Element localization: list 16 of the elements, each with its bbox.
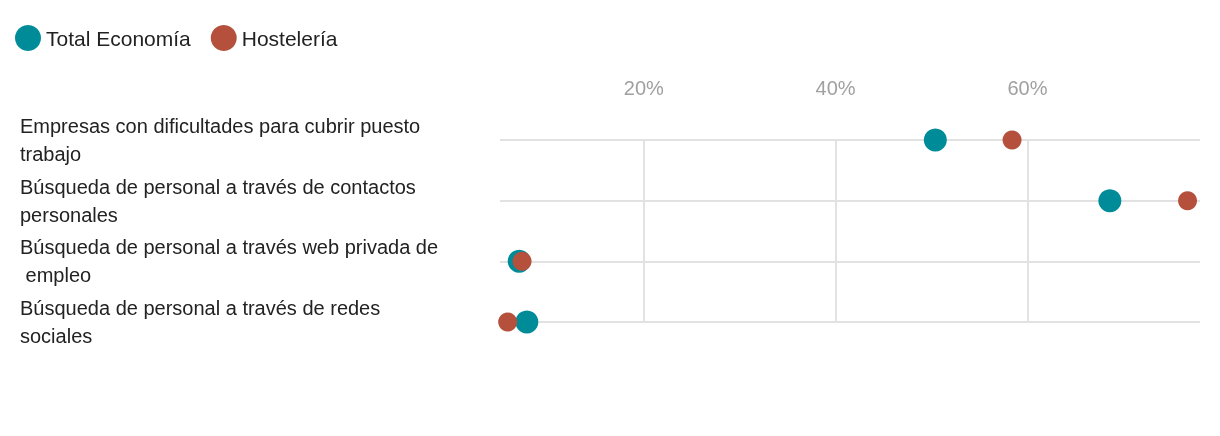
point xyxy=(1002,130,1022,150)
legend-label: Hostelería xyxy=(241,26,338,50)
point xyxy=(515,310,539,334)
y-tick-label: Búsqueda de personal a través de contactos personales xyxy=(20,175,422,226)
legend-label: Total Economía xyxy=(46,26,192,50)
point xyxy=(512,251,532,271)
x-tick-label: 60% xyxy=(1007,77,1048,99)
x-tick-label: 20% xyxy=(623,77,665,99)
x-tick-label: 40% xyxy=(815,77,856,99)
point xyxy=(1098,189,1122,213)
point xyxy=(498,312,518,332)
point xyxy=(1178,191,1198,211)
y-tick-label: Búsqueda de personal a través de redes sociales xyxy=(20,297,386,347)
point xyxy=(923,128,947,152)
y-tick-label: Búsqueda de personal a través web privada de empleo xyxy=(20,236,439,287)
y-tick-label: Empresas con dificultades para cubrir puesto trabajo xyxy=(20,115,426,165)
